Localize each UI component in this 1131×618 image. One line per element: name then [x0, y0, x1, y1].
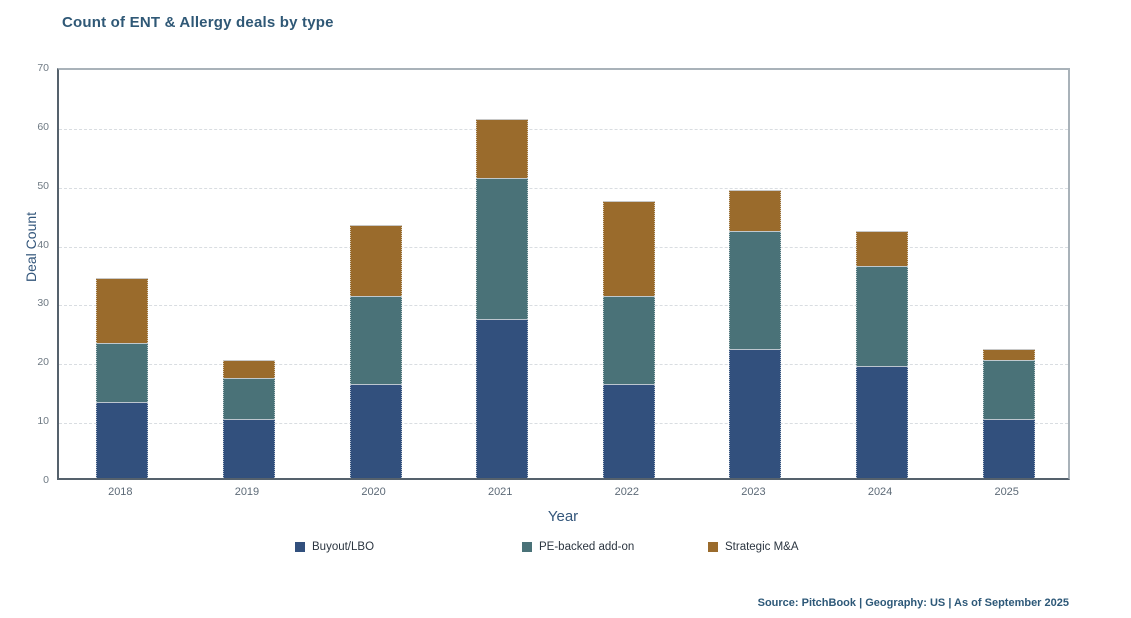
gridline [59, 246, 1068, 248]
bar-group-2023 [692, 70, 819, 478]
gridline [59, 128, 1068, 130]
y-tick-label: 50 [37, 179, 49, 192]
x-tick-label: 2025 [994, 486, 1019, 498]
legend-item: PE-backed add-on [522, 541, 634, 553]
bar-segment [982, 348, 1035, 361]
legend-item: Strategic M&A [708, 541, 799, 553]
chart-title: Count of ENT & Allergy deals by type [62, 14, 334, 31]
legend-label: Buyout/LBO [312, 541, 375, 553]
y-tick-label: 20 [37, 356, 49, 369]
bar-group-2022 [566, 70, 693, 478]
bar-segment [96, 401, 149, 478]
y-tick-label: 40 [37, 238, 49, 251]
plot-area [57, 68, 1070, 480]
y-tick-label: 10 [37, 415, 49, 428]
x-tick-label: 2019 [234, 486, 260, 498]
legend: Buyout/LBO PE-backed add-on Strategic M&A [0, 541, 1131, 561]
bar-segment [349, 383, 402, 478]
x-tick-label: 2018 [108, 486, 133, 498]
bar-segment [982, 360, 1035, 420]
legend-swatch-icon [708, 542, 718, 552]
gridline [59, 187, 1068, 189]
y-tick-label: 60 [37, 120, 49, 133]
bar-segment [729, 230, 782, 349]
bar-segment [602, 295, 655, 384]
bar-segment [729, 189, 782, 231]
bar-segment [602, 383, 655, 478]
y-tick-label: 30 [37, 297, 49, 310]
y-tick-label: 0 [43, 474, 49, 486]
bar-segment [476, 119, 529, 178]
bar-segment [729, 348, 782, 478]
bar-segment [222, 377, 275, 420]
bar-segment [602, 201, 655, 296]
x-tick-label: 2021 [487, 486, 513, 498]
x-tick-label: 2022 [614, 486, 640, 498]
legend-item: Buyout/LBO [295, 541, 374, 553]
bar-segment [856, 230, 909, 267]
bar-segment [982, 419, 1035, 478]
legend-label: PE-backed add-on [539, 541, 635, 553]
bar-segment [349, 295, 402, 384]
bar-group-2020 [312, 70, 439, 478]
bar-segment [222, 419, 275, 478]
x-tick-label: 2023 [741, 486, 766, 498]
gridline [59, 305, 1068, 307]
bar-group-2025 [945, 70, 1072, 478]
x-tick-label: 2024 [867, 486, 893, 498]
gridline [59, 364, 1068, 366]
bar-group-2021 [439, 70, 566, 478]
x-tick-label: 2020 [361, 486, 386, 498]
bar-segment [476, 319, 529, 478]
legend-swatch-icon [295, 542, 305, 552]
bar-segment [222, 360, 275, 378]
bar-segment [856, 266, 909, 367]
bar-segment [476, 177, 529, 320]
bar-segment [856, 366, 909, 478]
y-tick-label: 70 [37, 62, 49, 74]
legend-label: Strategic M&A [725, 541, 799, 553]
legend-swatch-icon [522, 542, 532, 552]
bar-segment [96, 277, 149, 343]
bar-group-2024 [819, 70, 946, 478]
bar-segment [96, 342, 149, 402]
source-note: Source: PitchBook | Geography: US | As o… [757, 597, 1069, 609]
bar-group-2019 [186, 70, 313, 478]
x-axis-title: Year [547, 508, 579, 525]
bar-segment [349, 224, 402, 296]
bar-group-2018 [59, 70, 186, 478]
gridline [59, 423, 1068, 425]
